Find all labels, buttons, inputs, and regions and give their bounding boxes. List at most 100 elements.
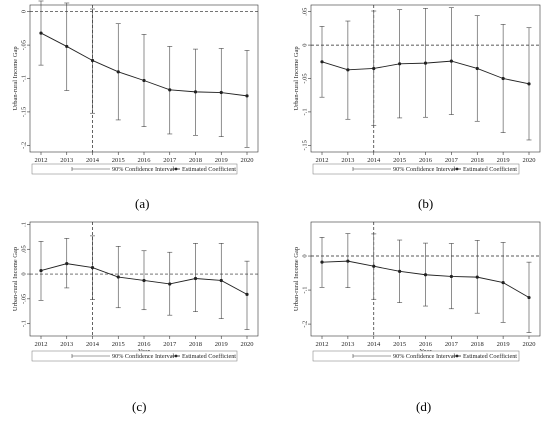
coefficient-point: [320, 260, 324, 264]
y-tick-label: -.1: [302, 108, 309, 115]
legend-box: [312, 350, 520, 362]
coefficient-point: [449, 274, 453, 279]
x-tick-label: 2018: [471, 341, 484, 348]
x-tick-label: 2014: [86, 157, 100, 164]
coefficient-point: [527, 295, 531, 300]
x-tick-label: 2020: [523, 341, 536, 348]
y-tick-label: -.2: [21, 142, 28, 149]
chart-panel-1: 0 -.05 -.1 -.15 -.2 Urban-rural Income Gap 201…: [12, 0, 259, 211]
y-axis-label: Urban-rural Income Gap: [12, 247, 19, 311]
coefficient-point: [90, 58, 95, 63]
coefficient-point: [398, 62, 402, 66]
coefficient-point: [142, 278, 146, 283]
coefficient-point: [193, 276, 198, 281]
legend-entry-coefficient: Estimated Coefficient: [463, 166, 517, 173]
y-tick-label: 0: [302, 254, 309, 257]
x-tick-label: 2014: [367, 341, 381, 348]
legend-entry-ci: 90% Confidence Interval: [112, 353, 174, 360]
y-tick-label: 0: [21, 272, 28, 275]
x-tick-label: 2015: [112, 157, 125, 164]
coefficient-point: [398, 269, 402, 273]
coefficient-point: [372, 264, 376, 268]
x-tick-label: 2018: [189, 157, 202, 164]
x-tick-label: 2019: [215, 157, 228, 164]
y-axis-label: Urban-rural Income Gap: [12, 46, 19, 110]
x-tick-label: 2013: [60, 341, 73, 348]
x-tick-label: 2013: [341, 157, 354, 164]
y-axis-label: Urban-rural Income Gap: [293, 46, 300, 110]
x-tick-label: 2017: [445, 341, 459, 348]
x-tick-label: 2013: [341, 341, 354, 348]
coefficient-point: [501, 280, 505, 285]
x-tick-label: 2015: [393, 157, 406, 164]
x-tick-label: 2015: [112, 341, 125, 348]
coefficient-point: [142, 78, 146, 83]
x-tick-label: 2019: [497, 341, 510, 348]
coefficient-point: [501, 76, 505, 81]
x-tick-label: 2019: [215, 341, 228, 348]
y-tick-label: 0: [302, 43, 309, 46]
x-tick-label: 2020: [241, 341, 254, 348]
y-tick-label: -.05: [302, 73, 309, 83]
y-axis-label: Urban-rural Income Gap: [293, 247, 300, 311]
y-tick-label: -.1: [302, 287, 309, 294]
coefficient-point: [193, 90, 198, 94]
coefficient-point: [39, 268, 43, 273]
legend-box: [312, 163, 520, 175]
y-tick-label: .1: [21, 222, 28, 227]
x-tick-label: 2014: [86, 341, 100, 348]
coefficient-point: [449, 59, 453, 63]
x-tick-label: 2012: [35, 157, 48, 164]
coefficient-point: [116, 70, 120, 74]
coefficient-point: [168, 88, 172, 92]
x-tick-label: 2017: [163, 341, 177, 348]
coefficient-point: [423, 61, 428, 65]
coefficient-point: [346, 68, 350, 72]
chart-panel-4: 0 -.1 -.2 Urban-rural Income Gap 2012 2013 201…: [293, 221, 541, 414]
y-tick-label: -.1: [21, 320, 28, 327]
legend-coef-dot: [174, 354, 178, 358]
legend-entry-coefficient: Estimated Coefficient: [463, 353, 517, 360]
x-tick-label: 2017: [445, 157, 459, 164]
x-tick-label: 2012: [35, 341, 48, 348]
legend-entry-coefficient: Estimated Coefficient: [182, 166, 236, 173]
coefficient-point: [90, 266, 95, 270]
coefficient-point: [65, 262, 69, 266]
x-tick-label: 2014: [367, 157, 381, 164]
x-tick-label: 2013: [60, 157, 73, 164]
x-tick-label: 2017: [163, 157, 177, 164]
panel-label: (b): [418, 196, 433, 211]
coefficient-point: [39, 31, 43, 35]
panel-label: (a): [135, 196, 149, 211]
legend-coef-dot: [455, 354, 459, 358]
x-tick-label: 2012: [316, 157, 329, 164]
panel-label: (d): [416, 399, 431, 414]
coefficient-point: [423, 273, 428, 277]
x-tick-label: 2018: [471, 157, 484, 164]
coefficient-point: [372, 66, 376, 71]
x-tick-label: 2020: [241, 157, 254, 164]
x-tick-label: 2012: [316, 341, 329, 348]
coefficient-point: [245, 94, 249, 98]
y-tick-label: -.05: [21, 294, 28, 304]
x-tick-label: 2016: [138, 341, 152, 348]
coefficient-point: [346, 259, 350, 263]
y-tick-label: -.15: [302, 140, 309, 150]
y-tick-label: -.05: [21, 40, 28, 50]
coefficient-point: [320, 60, 324, 64]
legend-entry-coefficient: Estimated Coefficient: [182, 353, 236, 360]
chart-panel-3: .1 .05 0 -.05 -.1 Urban-rural Income Gap 2012 2…: [12, 221, 259, 414]
x-tick-label: 2016: [419, 341, 433, 348]
legend-entry-ci: 90% Confidence Interval: [393, 166, 455, 173]
legend-entry-ci: 90% Confidence Interval: [393, 353, 455, 360]
x-tick-label: 2020: [523, 157, 536, 164]
coefficient-point: [219, 278, 223, 283]
legend-box: [31, 350, 238, 362]
x-tick-label: 2019: [497, 157, 510, 164]
x-tick-label: 2016: [419, 157, 433, 164]
coefficient-point: [475, 66, 479, 71]
coefficient-point: [65, 44, 69, 49]
coefficient-point: [219, 90, 223, 95]
y-tick-label: -.1: [21, 75, 28, 82]
